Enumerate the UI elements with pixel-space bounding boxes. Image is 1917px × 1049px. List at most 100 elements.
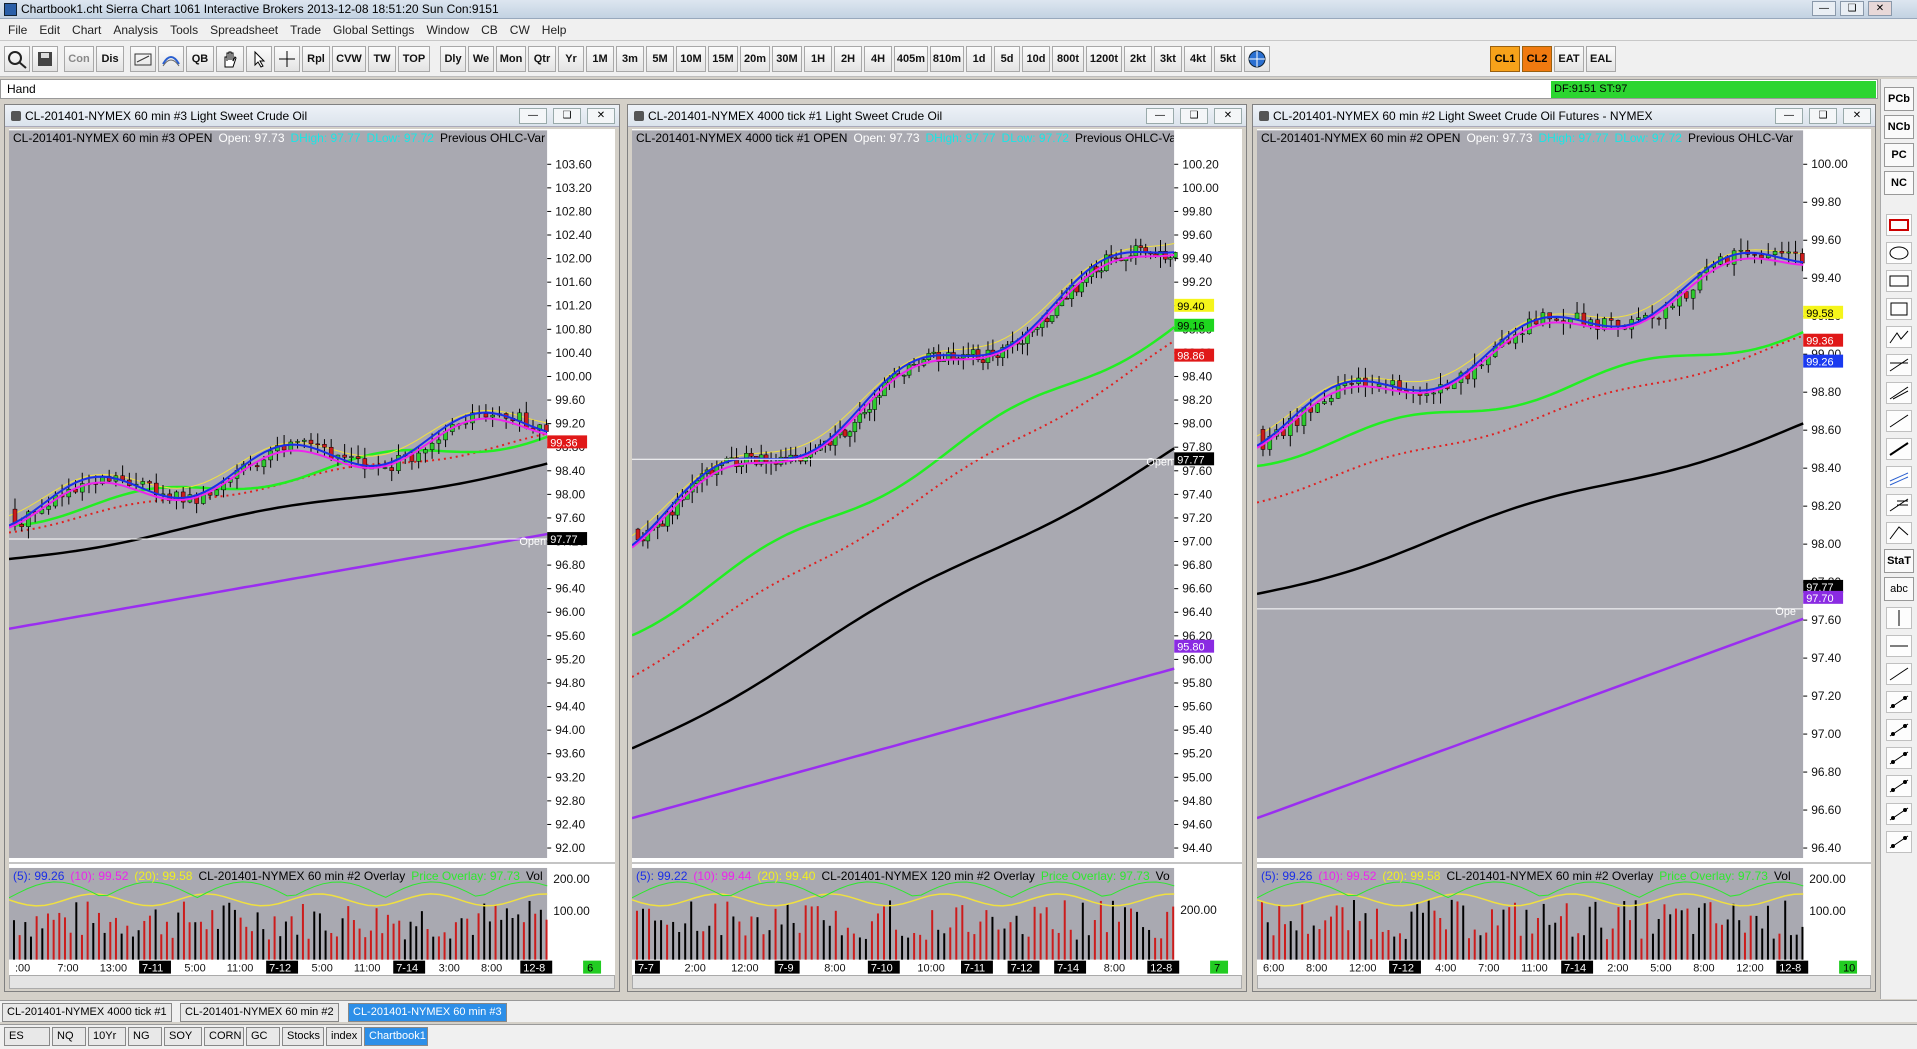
chart-window-2[interactable]: CL-201401-NYMEX 4000 tick #1 Light Sweet… bbox=[627, 104, 1247, 992]
period-810m-button[interactable]: 810m bbox=[930, 46, 964, 72]
channel-tool-icon[interactable] bbox=[1886, 466, 1912, 488]
period-dly-button[interactable]: Dly bbox=[440, 46, 466, 72]
symbol-cl2-button[interactable]: CL2 bbox=[1522, 46, 1552, 72]
horizontal-scrollbar[interactable] bbox=[9, 975, 615, 989]
horizontal-scrollbar[interactable] bbox=[632, 975, 1242, 989]
period-2kt-button[interactable]: 2kt bbox=[1124, 46, 1152, 72]
cycle-tool-icon[interactable] bbox=[1886, 831, 1912, 853]
chart-minimize-button[interactable]: — bbox=[519, 108, 547, 124]
period-5m-button[interactable]: 5M bbox=[646, 46, 674, 72]
period-we-button[interactable]: We bbox=[468, 46, 494, 72]
rect-outline-tool-icon[interactable] bbox=[1886, 270, 1912, 292]
connect-button[interactable]: Con bbox=[64, 46, 94, 72]
symbol-eat-button[interactable]: EAT bbox=[1554, 46, 1584, 72]
chart-area[interactable]: 100.0099.8099.6099.4099.2099.0098.8098.6… bbox=[1257, 129, 1871, 975]
symbol-search-icon[interactable] bbox=[4, 46, 30, 72]
tw-button[interactable]: TW bbox=[368, 46, 396, 72]
horizontal-line-tool-icon[interactable] bbox=[1886, 635, 1912, 657]
pointer-icon[interactable] bbox=[246, 46, 272, 72]
chartbook-tab[interactable]: Stocks bbox=[282, 1027, 324, 1046]
period-10m-button[interactable]: 10M bbox=[676, 46, 706, 72]
quick-buy-button[interactable]: QB bbox=[186, 46, 214, 72]
horizontal-scrollbar[interactable] bbox=[1257, 975, 1871, 989]
period-4kt-button[interactable]: 4kt bbox=[1184, 46, 1212, 72]
disconnect-button[interactable]: Dis bbox=[96, 46, 124, 72]
period-800t-button[interactable]: 800t bbox=[1052, 46, 1084, 72]
restore-button[interactable]: ❑ bbox=[1840, 1, 1864, 16]
pitchfork-tool-icon[interactable] bbox=[1886, 382, 1912, 404]
swing-tool-icon[interactable] bbox=[1886, 719, 1912, 741]
menu-item[interactable]: CB bbox=[481, 22, 498, 37]
tool-pc-button[interactable]: PC bbox=[1884, 143, 1914, 167]
chart-tab[interactable]: CL-201401-NYMEX 4000 tick #1 bbox=[2, 1003, 172, 1022]
chart-restore-button[interactable]: ❑ bbox=[553, 108, 581, 124]
menu-item[interactable]: Edit bbox=[39, 22, 61, 37]
extension-tool-icon[interactable] bbox=[1886, 522, 1912, 544]
box-tool-icon[interactable] bbox=[1886, 298, 1912, 320]
period-yr-button[interactable]: Yr bbox=[558, 46, 584, 72]
chartbook-tab[interactable]: index bbox=[326, 1027, 362, 1046]
text-tool-button[interactable]: abc bbox=[1884, 577, 1914, 601]
menu-item[interactable]: Trade bbox=[290, 22, 322, 37]
ruler-tool-icon[interactable] bbox=[1886, 663, 1912, 685]
minimize-button[interactable]: — bbox=[1812, 1, 1836, 16]
projection-tool-icon[interactable] bbox=[1886, 803, 1912, 825]
period-5kt-button[interactable]: 5kt bbox=[1214, 46, 1242, 72]
chart-window-header[interactable]: CL-201401-NYMEX 4000 tick #1 Light Sweet… bbox=[628, 105, 1246, 127]
tool-ncb-button[interactable]: NCb bbox=[1884, 115, 1914, 139]
menu-item[interactable]: Window bbox=[426, 22, 470, 37]
menu-item[interactable]: Analysis bbox=[113, 22, 159, 37]
fib-tool-icon[interactable] bbox=[1886, 354, 1912, 376]
symbol-eal-button[interactable]: EAL bbox=[1586, 46, 1616, 72]
crosshair-icon[interactable] bbox=[274, 46, 300, 72]
menu-item[interactable]: CW bbox=[509, 22, 530, 37]
chart-close-button[interactable]: ✕ bbox=[1843, 108, 1871, 124]
period-mon-button[interactable]: Mon bbox=[496, 46, 526, 72]
tool-pcb-button[interactable]: PCb bbox=[1884, 87, 1914, 111]
chartbook-tab[interactable]: GC bbox=[246, 1027, 280, 1046]
chartbook-tab[interactable]: Chartbook1 bbox=[364, 1027, 428, 1046]
symbol-cl1-button[interactable]: CL1 bbox=[1490, 46, 1520, 72]
chart-tab[interactable]: CL-201401-NYMEX 60 min #2 bbox=[180, 1003, 339, 1022]
chart-area[interactable]: 103.60 103.20 102.80 102.40 102.00 101.60 101.… bbox=[9, 129, 615, 975]
menu-item[interactable]: Spreadsheet bbox=[210, 22, 279, 37]
chart-close-button[interactable]: ✕ bbox=[1214, 108, 1242, 124]
chart-minimize-button[interactable]: — bbox=[1775, 108, 1803, 124]
period-5d-button[interactable]: 5d bbox=[994, 46, 1020, 72]
menu-item[interactable]: Chart bbox=[72, 22, 102, 37]
chart-settings-icon[interactable] bbox=[130, 46, 156, 72]
chartbook-tab[interactable]: ES bbox=[4, 1027, 50, 1046]
chart-window-3[interactable]: CL-201401-NYMEX 60 min #2 Light Sweet Cr… bbox=[1252, 104, 1876, 992]
chart-close-button[interactable]: ✕ bbox=[587, 108, 615, 124]
period-1h-button[interactable]: 1H bbox=[804, 46, 832, 72]
period-1m-button[interactable]: 1M bbox=[586, 46, 614, 72]
calculator-tool-icon[interactable] bbox=[1886, 691, 1912, 713]
globe-icon[interactable] bbox=[1244, 46, 1270, 72]
replay-button[interactable]: Rpl bbox=[302, 46, 330, 72]
rectangle-tool-icon[interactable] bbox=[1886, 214, 1912, 236]
period-1d-button[interactable]: 1d bbox=[966, 46, 992, 72]
chartbook-tab[interactable]: NG bbox=[128, 1027, 162, 1046]
chart-window-1[interactable]: CL-201401-NYMEX 60 min #3 Light Sweet Cr… bbox=[4, 104, 620, 992]
multi-line-tool-icon[interactable] bbox=[1886, 326, 1912, 348]
period-20m-button[interactable]: 20m bbox=[740, 46, 770, 72]
studies-icon[interactable] bbox=[158, 46, 184, 72]
save-icon[interactable] bbox=[32, 46, 58, 72]
chart-minimize-button[interactable]: — bbox=[1146, 108, 1174, 124]
chart-tab[interactable]: CL-201401-NYMEX 60 min #3 bbox=[348, 1003, 507, 1022]
chart-restore-button[interactable]: ❑ bbox=[1809, 108, 1837, 124]
period-3kt-button[interactable]: 3kt bbox=[1154, 46, 1182, 72]
angle-tool-icon[interactable] bbox=[1886, 775, 1912, 797]
menu-item[interactable]: Global Settings bbox=[333, 22, 415, 37]
hand-tool-icon[interactable] bbox=[216, 46, 244, 72]
chartbook-tab[interactable]: SOY bbox=[164, 1027, 202, 1046]
chart-area[interactable]: 100.20100.0099.8099.6099.4099.2099.0098.… bbox=[632, 129, 1242, 975]
ellipse-tool-icon[interactable] bbox=[1886, 242, 1912, 264]
period-1200t-button[interactable]: 1200t bbox=[1086, 46, 1122, 72]
period-405m-button[interactable]: 405m bbox=[894, 46, 928, 72]
chart-window-header[interactable]: CL-201401-NYMEX 60 min #2 Light Sweet Cr… bbox=[1253, 105, 1875, 127]
period-4h-button[interactable]: 4H bbox=[864, 46, 892, 72]
parallel-tool-icon[interactable] bbox=[1886, 747, 1912, 769]
close-button[interactable]: ✕ bbox=[1868, 1, 1892, 16]
period-10d-button[interactable]: 10d bbox=[1022, 46, 1050, 72]
